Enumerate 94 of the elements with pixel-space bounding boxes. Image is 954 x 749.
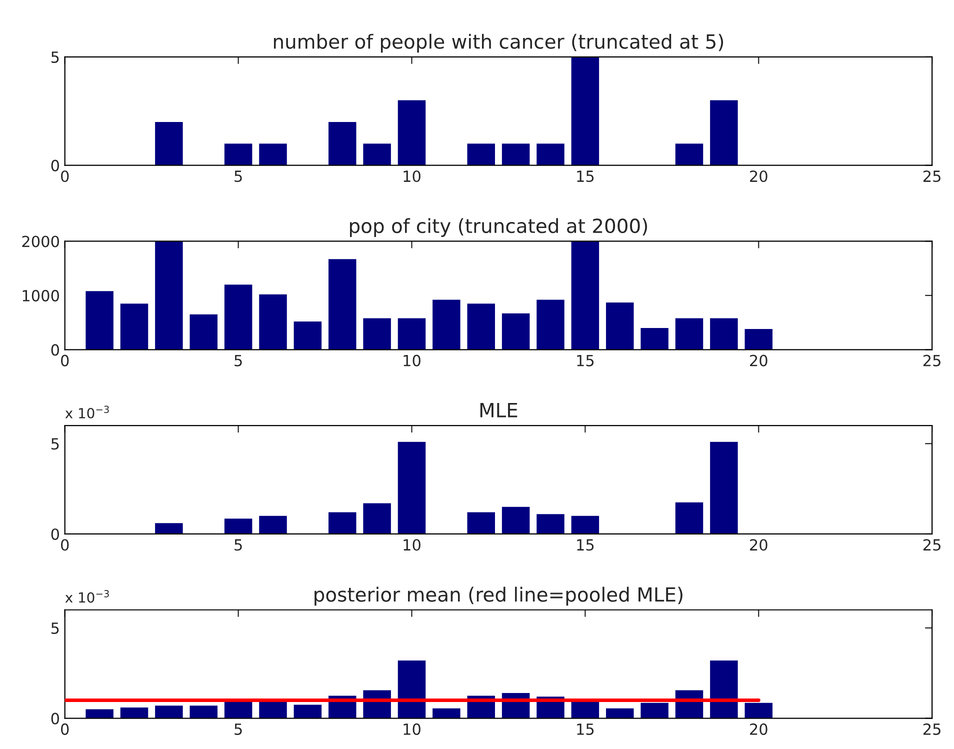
y-tick-label: 2000 <box>22 236 59 248</box>
bar <box>259 294 287 350</box>
bar <box>710 100 738 166</box>
bar <box>294 704 322 718</box>
bar <box>571 516 600 534</box>
bar <box>467 304 495 350</box>
x-tick-label: 25 <box>923 723 940 735</box>
x-tick-label: 20 <box>750 170 768 182</box>
x-tick-label: 0 <box>61 354 69 366</box>
x-tick-label: 15 <box>577 170 594 182</box>
bar <box>398 100 426 166</box>
bar <box>398 660 426 718</box>
chart-title: number of people with cancer (truncated at 5) <box>274 34 724 53</box>
x-tick-label: 5 <box>234 724 242 735</box>
bar <box>744 329 772 350</box>
text: x 10$^{−3}$ <box>65 406 109 418</box>
x-tick-label: 25 <box>923 539 940 551</box>
bar <box>120 707 148 718</box>
y-tick-label: 0 <box>51 344 59 356</box>
bar <box>675 502 704 534</box>
y-tick-label: 0 <box>51 528 59 540</box>
x-tick-label: 5 <box>234 170 242 182</box>
x-tick-label: 5 <box>234 354 242 366</box>
bar <box>536 300 564 350</box>
y-tick-label: 5 <box>51 622 59 634</box>
bar <box>432 708 460 718</box>
bar <box>328 122 356 166</box>
bar <box>398 442 426 534</box>
bar <box>190 314 218 350</box>
bar <box>502 313 530 350</box>
bar <box>86 291 114 350</box>
bar <box>536 144 564 166</box>
bar <box>710 442 738 534</box>
bar <box>190 706 218 718</box>
x-tick-label: 5 <box>234 539 242 551</box>
x-tick-label: 10 <box>404 170 420 182</box>
x-tick-label: 15 <box>577 724 594 735</box>
bar <box>155 241 183 350</box>
bar <box>363 318 391 350</box>
bar <box>744 702 772 718</box>
bar <box>502 506 530 534</box>
x-tick-label: 0 <box>61 723 69 735</box>
bar <box>259 144 287 166</box>
x-tick-label: 25 <box>923 170 940 182</box>
x-tick-label: 20 <box>750 354 768 366</box>
bar <box>363 503 391 534</box>
bar <box>710 660 738 718</box>
text: x 10$^{−3}$ <box>65 590 109 603</box>
y-tick-label: 5 <box>51 438 59 450</box>
bar <box>259 516 287 534</box>
bar <box>224 702 252 718</box>
bar <box>710 318 738 350</box>
bar <box>606 708 634 718</box>
bar <box>328 259 356 350</box>
x-tick-label: 0 <box>61 539 69 551</box>
bar <box>294 321 322 350</box>
x-tick-label: 0 <box>61 170 69 182</box>
bar <box>224 518 252 534</box>
bar <box>571 56 600 166</box>
chart-title: pop of city (truncated at 2000) <box>350 218 648 237</box>
x-tick-label: 20 <box>750 723 768 735</box>
bar <box>640 328 668 350</box>
bar <box>398 318 426 350</box>
bar <box>675 318 704 350</box>
x-tick-label: 15 <box>577 354 594 366</box>
bar <box>467 512 495 534</box>
chart-title: posterior mean (red line=pooled MLE) <box>314 586 682 606</box>
bar <box>363 144 391 166</box>
bar <box>536 514 564 534</box>
bar <box>606 302 634 350</box>
x-tick-label: 15 <box>577 539 594 551</box>
x-tick-label: 25 <box>923 354 940 366</box>
bar <box>224 284 252 350</box>
bar <box>328 512 356 534</box>
bar <box>224 144 252 166</box>
bar <box>502 144 530 166</box>
bar <box>640 702 668 718</box>
bar <box>155 706 183 718</box>
bar <box>155 523 183 534</box>
chart-title: MLE <box>480 403 518 418</box>
y-tick-label: 0 <box>51 712 59 724</box>
y-tick-label: 5 <box>51 52 59 63</box>
bar <box>571 241 600 350</box>
bar <box>432 300 460 350</box>
x-tick-label: 20 <box>750 539 768 551</box>
bar <box>467 144 495 166</box>
x-tick-label: 10 <box>404 539 420 551</box>
x-tick-label: 10 <box>404 723 420 735</box>
x-tick-label: 10 <box>404 354 420 366</box>
y-tick-label: 0 <box>51 160 59 172</box>
bar <box>675 144 704 166</box>
bar <box>120 304 148 350</box>
bar <box>155 122 183 166</box>
y-tick-label: 1000 <box>22 290 59 302</box>
